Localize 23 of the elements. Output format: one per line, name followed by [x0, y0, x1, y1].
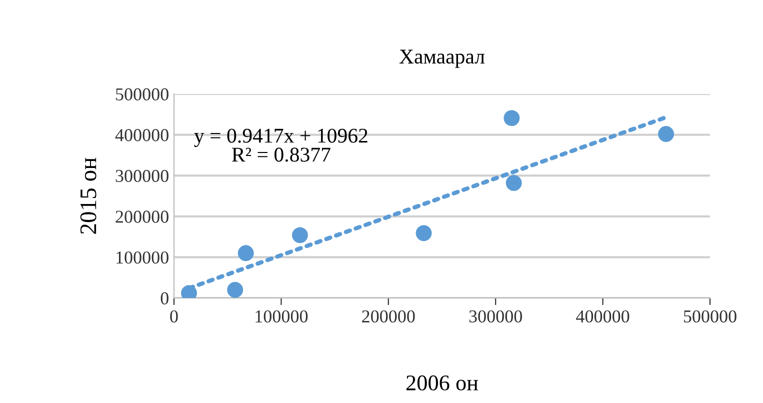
- y-tick-label: 100000: [116, 251, 168, 264]
- x-tick-label: 300000: [469, 310, 522, 323]
- y-tick-label: 200000: [116, 210, 168, 223]
- point: [292, 227, 308, 244]
- x-tick-label: 0: [170, 310, 178, 323]
- point: [658, 126, 674, 142]
- x-tick-label: 100000: [256, 310, 308, 323]
- chart-title: Хамаарал: [399, 50, 485, 68]
- point: [504, 110, 520, 126]
- point: [506, 174, 522, 191]
- y-tick-label: 300000: [116, 170, 168, 182]
- x-tick-label: 500000: [684, 310, 736, 323]
- x-tick-label: 400000: [576, 310, 630, 323]
- point: [416, 225, 432, 242]
- point: [227, 282, 244, 298]
- x-tick-label: 200000: [362, 310, 415, 323]
- y-tick-label: 400000: [115, 129, 168, 142]
- point: [238, 245, 254, 262]
- x-axis-title: 2006 он: [406, 375, 478, 390]
- annotation: y = 0.9417x + 10962 R² = 0.8377: [194, 128, 368, 162]
- y-axis-title: 2015 он: [80, 158, 96, 234]
- y-tick-label: 0: [160, 292, 168, 304]
- y-tick-label: 500000: [116, 88, 168, 100]
